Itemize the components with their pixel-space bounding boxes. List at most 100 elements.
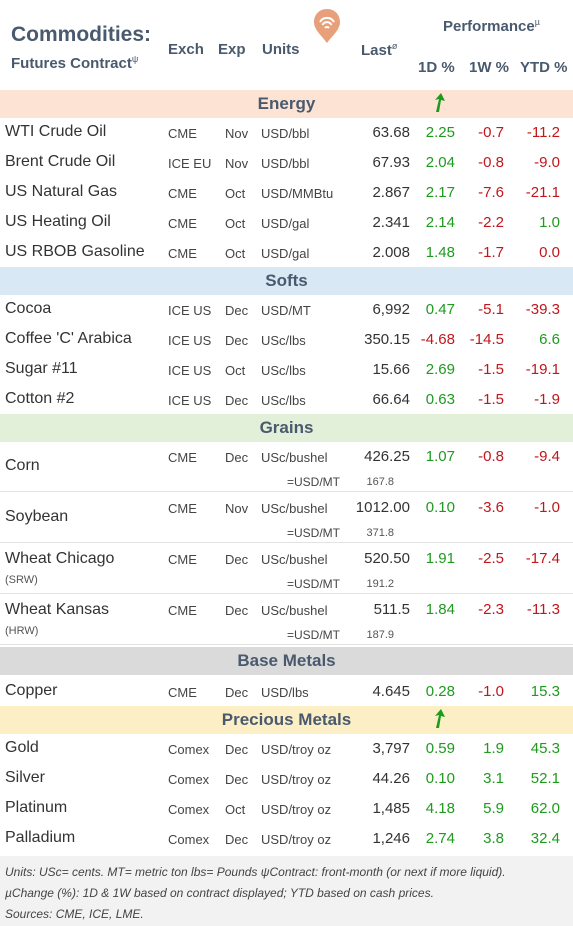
table-row: Palladium Comex Dec USD/troy oz 1,246 2.… [0, 824, 573, 854]
change-1d: 2.04 [425, 154, 455, 171]
change-1w: -14.5 [469, 331, 504, 348]
section-softs: Softs [0, 267, 573, 295]
exchange: ICE EU [168, 156, 212, 171]
last-price: 66.64 [372, 391, 410, 408]
exchange: CME [168, 216, 197, 231]
exchange: ICE US [168, 333, 212, 348]
commodity-name: WTI Crude Oil [5, 123, 107, 140]
commodity-name: Wheat Kansas [5, 601, 110, 618]
change-ytd: -11.3 [526, 601, 560, 618]
commodity-name: Soybean [5, 508, 69, 525]
last-price: 63.68 [372, 124, 410, 141]
units: USD/troy oz [261, 772, 332, 787]
expiry: Dec [225, 685, 249, 700]
table-row: Cotton #2 ICE US Dec USc/lbs 66.64 0.63 … [0, 385, 573, 415]
change-1d: 1.48 [425, 244, 455, 261]
change-ytd: -1.9 [534, 391, 560, 408]
col-header-exch: Exch [168, 41, 204, 58]
exchange: CME [168, 685, 197, 700]
change-1w: -7.6 [478, 184, 504, 201]
table-row: Sugar #11 ICE US Oct USc/lbs 15.66 2.69 … [0, 355, 573, 385]
exchange: Comex [168, 832, 210, 847]
conversion-value: 371.8 [366, 527, 394, 539]
commodity-name: Coffee 'C' Arabica [5, 330, 132, 347]
change-ytd: 32.4 [530, 830, 560, 847]
table-row: US RBOB Gasoline CME Oct USD/gal 2.008 1… [0, 238, 573, 268]
change-1d: -4.68 [420, 331, 455, 348]
commodity-name: Cotton #2 [5, 390, 75, 407]
exchange: CME [168, 246, 197, 261]
change-1d: 0.10 [425, 770, 455, 787]
table-header: Commodities: Futures Contractψ Exch Exp … [0, 0, 573, 90]
change-1d: 0.47 [425, 301, 455, 318]
change-1w: -1.5 [478, 361, 504, 378]
expiry: Dec [225, 603, 249, 618]
change-ytd: -19.1 [525, 361, 560, 378]
green-up-arrow-icon [435, 709, 445, 728]
last-price: 2.867 [372, 184, 410, 201]
commodity-name: US Heating Oil [5, 213, 111, 230]
commodity-name: Copper [5, 682, 58, 699]
exchange: CME [168, 126, 197, 141]
conversion-label: =USD/MT [287, 577, 341, 591]
conversion-label: =USD/MT [287, 526, 341, 540]
commodity-name: Wheat Chicago [5, 550, 115, 567]
change-1d: 1.91 [425, 550, 455, 567]
col-header-1w: 1W % [469, 59, 510, 76]
change-ytd: -21.1 [525, 184, 560, 201]
section-grains: Grains [0, 414, 573, 442]
change-1d: 2.74 [425, 830, 455, 847]
units: USD/troy oz [261, 802, 332, 817]
change-ytd: 62.0 [530, 800, 560, 817]
units: USD/bbl [261, 126, 310, 141]
expiry: Nov [225, 126, 249, 141]
units: USc/bushel [261, 450, 328, 465]
exchange: ICE US [168, 393, 212, 408]
change-1d: 1.84 [425, 601, 455, 618]
table-row: Copper CME Dec USD/lbs 4.645 0.28 -1.0 1… [0, 677, 573, 707]
change-1w: 3.1 [483, 770, 504, 787]
conversion-label: =USD/MT [287, 628, 341, 642]
change-1w: -2.5 [478, 550, 504, 567]
units: USc/bushel [261, 501, 328, 516]
conversion-value: 167.8 [366, 476, 394, 488]
exchange: Comex [168, 742, 210, 757]
expiry: Oct [225, 216, 246, 231]
last-price: 1,246 [372, 830, 410, 847]
footnote-sources: Sources: CME, ICE, LME. [5, 907, 144, 921]
wifi-pin-logo-icon [314, 9, 340, 43]
footnotes: Units: USc= cents. MT= metric ton lbs= P… [0, 856, 573, 926]
commodity-name: US Natural Gas [5, 183, 118, 200]
expiry: Oct [225, 186, 246, 201]
commodity-name: Corn [5, 457, 40, 474]
units: USD/troy oz [261, 742, 332, 757]
expiry: Dec [225, 742, 249, 757]
change-1w: -3.6 [478, 499, 504, 516]
section-energy: Energy [0, 90, 573, 118]
table-row: Wheat Kansas (HRW) CME Dec USc/bushel 51… [0, 595, 573, 645]
units: USD/gal [261, 216, 310, 231]
last-price: 2.341 [372, 214, 410, 231]
table-row: Corn CME Dec USc/bushel 426.25 1.07 -0.8… [0, 442, 573, 492]
conversion-value: 187.9 [366, 629, 394, 641]
change-1d: 2.69 [425, 361, 455, 378]
expiry: Nov [225, 156, 249, 171]
units: USD/MT [261, 303, 311, 318]
change-ytd: 6.6 [539, 331, 560, 348]
last-price: 44.26 [372, 770, 410, 787]
table-row: US Natural Gas CME Oct USD/MMBtu 2.867 2… [0, 178, 573, 208]
last-price: 511.5 [373, 601, 410, 618]
col-header-last: Lastø [361, 41, 398, 59]
change-1w: -2.3 [478, 601, 504, 618]
exchange: CME [168, 603, 197, 618]
change-ytd: -11.2 [526, 124, 560, 141]
change-ytd: 15.3 [530, 683, 560, 700]
page-subtitle: Futures Contractψ [11, 54, 139, 72]
footnote-change: µChange (%): 1D & 1W based on contract d… [5, 886, 434, 900]
col-header-exp: Exp [218, 41, 246, 58]
units: USc/lbs [261, 363, 306, 378]
change-ytd: 1.0 [539, 214, 560, 231]
change-1d: 2.14 [425, 214, 455, 231]
expiry: Dec [225, 832, 249, 847]
expiry: Nov [225, 501, 249, 516]
